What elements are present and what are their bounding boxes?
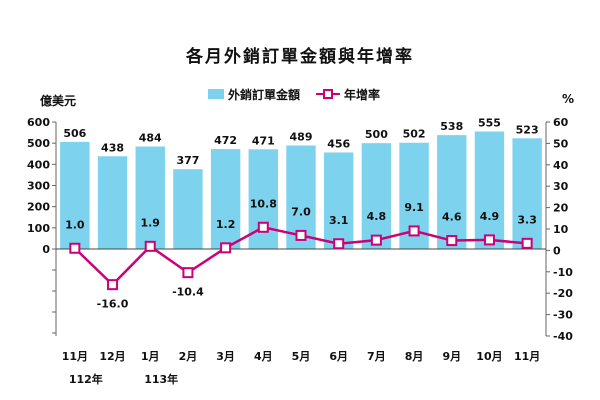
bar: [97, 156, 128, 249]
growth-marker: [69, 242, 81, 254]
x-year-label: 112年: [69, 372, 103, 386]
x-tick-label: 6月: [329, 350, 348, 363]
growth-marker: [446, 235, 458, 247]
bar-value-label: 438: [101, 141, 124, 154]
growth-marker: [408, 225, 420, 237]
growth-value-label: 7.0: [291, 205, 311, 218]
right-tick-label: 30: [553, 180, 569, 193]
growth-value-label: -16.0: [97, 298, 129, 311]
right-axis-unit: %: [562, 92, 575, 106]
bar-value-label: 456: [327, 137, 350, 150]
left-tick-label: 100: [27, 222, 50, 235]
right-tick-label: 20: [553, 202, 569, 215]
right-tick-label: -30: [553, 309, 573, 322]
x-tick-label: 4月: [254, 350, 273, 363]
growth-marker: [107, 279, 119, 291]
bar: [210, 149, 241, 249]
x-tick-label: 11月: [62, 350, 88, 363]
left-tick-label: 500: [27, 137, 50, 150]
growth-value-label: -10.4: [172, 286, 204, 299]
bar: [323, 152, 354, 249]
growth-value-label: 4.9: [480, 210, 500, 223]
legend-bar-label: 外銷訂單金額: [228, 87, 301, 102]
right-tick-label: 10: [553, 223, 569, 236]
growth-marker: [370, 234, 382, 246]
left-tick-label: 400: [27, 158, 50, 171]
growth-value-label: 1.0: [65, 218, 85, 231]
bar: [173, 169, 203, 249]
legend-bar-swatch: [208, 89, 224, 99]
bar-value-label: 377: [176, 154, 199, 167]
x-tick-label: 11月: [514, 350, 540, 363]
right-tick-label: 50: [553, 137, 569, 150]
left-tick-label: 600: [27, 116, 50, 129]
bar-value-label: 471: [252, 134, 275, 147]
bar-value-label: 484: [139, 132, 162, 145]
x-tick-label: 9月: [442, 350, 461, 363]
right-tick-label: -20: [553, 287, 573, 300]
growth-marker: [182, 267, 194, 279]
growth-value-label: 10.8: [250, 197, 277, 210]
growth-value-label: 1.9: [140, 216, 160, 229]
growth-value-label: 4.8: [367, 210, 387, 223]
growth-marker: [521, 237, 533, 249]
growth-marker: [295, 229, 307, 241]
growth-marker: [333, 238, 345, 250]
right-tick-label: 40: [553, 159, 569, 172]
bar-value-label: 472: [214, 134, 237, 147]
bar: [474, 131, 505, 249]
bar: [437, 135, 467, 249]
right-tick-label: 60: [553, 116, 569, 129]
x-tick-label: 7月: [367, 350, 386, 363]
x-tick-label: 5月: [292, 350, 311, 363]
x-year-label: 113年: [144, 372, 178, 386]
left-axis-unit: 億美元: [40, 94, 77, 108]
legend-line-label: 年增率: [344, 87, 381, 102]
growth-value-label: 1.2: [216, 218, 236, 231]
bar: [512, 138, 542, 249]
bar-value-label: 500: [365, 128, 388, 141]
x-tick-label: 3月: [216, 350, 235, 363]
bar-value-label: 502: [403, 128, 426, 141]
left-tick-label: 200: [27, 201, 50, 214]
bar: [361, 143, 392, 249]
bar-value-label: 538: [440, 120, 463, 133]
x-tick-label: 1月: [141, 350, 160, 363]
growth-value-label: 9.1: [404, 201, 424, 214]
bar: [60, 141, 90, 249]
right-tick-label: 0: [553, 244, 561, 257]
left-tick-label: 0: [42, 243, 50, 256]
legend: 外銷訂單金額 年增率: [208, 86, 380, 102]
chart-title: 各月外銷訂單金額與年增率: [186, 47, 414, 67]
bar-value-label: 489: [290, 130, 313, 143]
growth-marker: [220, 242, 232, 254]
right-tick-label: -10: [553, 266, 573, 279]
right-tick-label: -40: [553, 330, 573, 343]
growth-marker: [144, 240, 156, 252]
legend-line-swatch: [316, 88, 341, 100]
growth-value-label: 4.6: [442, 211, 462, 224]
x-tick-label: 8月: [405, 350, 424, 363]
bar: [135, 146, 165, 249]
growth-marker: [483, 234, 495, 246]
x-tick-label: 12月: [99, 350, 125, 363]
growth-marker: [257, 221, 269, 233]
growth-value-label: 3.3: [517, 213, 537, 226]
left-tick-label: 300: [27, 180, 50, 193]
bar-value-label: 523: [516, 123, 539, 136]
x-tick-label: 2月: [179, 350, 198, 363]
x-tick-label: 10月: [476, 350, 502, 363]
growth-value-label: 3.1: [329, 214, 349, 227]
bar-value-label: 506: [63, 127, 86, 140]
bar-value-label: 555: [478, 117, 501, 130]
